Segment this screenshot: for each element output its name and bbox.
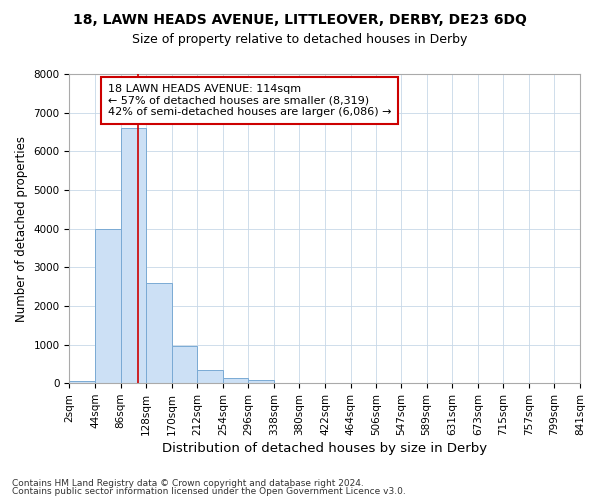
Bar <box>223 378 248 383</box>
Bar <box>248 380 274 383</box>
Text: Contains public sector information licensed under the Open Government Licence v3: Contains public sector information licen… <box>12 487 406 496</box>
Bar <box>95 228 121 383</box>
Bar <box>197 370 223 383</box>
Text: Contains HM Land Registry data © Crown copyright and database right 2024.: Contains HM Land Registry data © Crown c… <box>12 478 364 488</box>
X-axis label: Distribution of detached houses by size in Derby: Distribution of detached houses by size … <box>162 442 487 455</box>
Text: 18 LAWN HEADS AVENUE: 114sqm
← 57% of detached houses are smaller (8,319)
42% of: 18 LAWN HEADS AVENUE: 114sqm ← 57% of de… <box>108 84 391 117</box>
Text: Size of property relative to detached houses in Derby: Size of property relative to detached ho… <box>133 32 467 46</box>
Bar <box>70 382 95 383</box>
Bar <box>121 128 146 383</box>
Y-axis label: Number of detached properties: Number of detached properties <box>15 136 28 322</box>
Bar <box>172 346 197 383</box>
Bar <box>146 282 172 383</box>
Text: 18, LAWN HEADS AVENUE, LITTLEOVER, DERBY, DE23 6DQ: 18, LAWN HEADS AVENUE, LITTLEOVER, DERBY… <box>73 12 527 26</box>
